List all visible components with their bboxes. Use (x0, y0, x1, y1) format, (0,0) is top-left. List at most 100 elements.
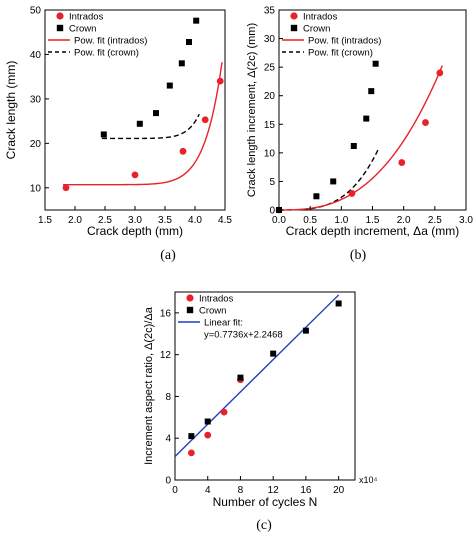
data-point-intrados (436, 69, 444, 77)
y-tick-label: 10 (30, 183, 42, 194)
y-tick-label: 50 (30, 6, 42, 17)
legend-label-fit: Pow. fit (intrados) (74, 36, 147, 47)
x-tick-label: 4.5 (218, 215, 232, 226)
data-point-crown (237, 374, 244, 381)
data-point-crown (100, 131, 107, 138)
data-point-intrados (216, 77, 224, 85)
x-tick-label: 2.5 (428, 215, 442, 226)
data-point-crown (276, 207, 282, 213)
legend-label-crown: Crown (69, 24, 96, 35)
x-tick-label: 0.0 (272, 215, 286, 226)
x-tick-label: 12 (268, 485, 280, 496)
x-axis-multiplier: x10⁴ (359, 475, 378, 485)
legend-label-crown: Crown (303, 24, 330, 35)
y-tick-label: 8 (165, 392, 171, 403)
data-point-crown (188, 433, 195, 440)
legend-label-intrados: Intrados (69, 12, 104, 23)
data-point-crown (136, 120, 143, 127)
data-point-crown (204, 418, 211, 425)
data-point-crown (368, 88, 375, 95)
legend-label-intrados: Intrados (199, 294, 234, 305)
y-tick-label: 15 (264, 120, 276, 131)
data-point-intrados (179, 147, 187, 155)
x-tick-label: 4.0 (188, 215, 202, 226)
fit-curve-crown (279, 148, 380, 211)
y-tick-label: 0 (165, 476, 171, 487)
y-tick-label: 5 (269, 177, 275, 188)
panel-label: (a) (160, 248, 176, 263)
x-axis-label: Number of cycles N (213, 495, 318, 509)
y-tick-label: 16 (160, 308, 172, 319)
legend-label-intrados: Intrados (303, 12, 338, 23)
x-axis-label: Crack depth (mm) (87, 224, 183, 238)
x-tick-label: 1.5 (366, 215, 380, 226)
panel-label: (c) (256, 518, 272, 533)
legend-marker-intrados (186, 294, 194, 302)
chart-panel-2: 0.0 0.5 1.0 1.5 2.0 2.5 3.0 0 5 10 15 20 25 30 35 Crack… (246, 6, 473, 264)
x-tick-label: 16 (300, 485, 312, 496)
legend-marker-crown (290, 24, 298, 32)
data-point-intrados (62, 184, 70, 192)
y-tick-label: 4 (165, 434, 171, 445)
data-point-intrados (204, 431, 212, 439)
y-tick-label: 40 (30, 50, 42, 61)
y-axis-label: Increment aspect ratio, Δ(2c)/Δa (143, 306, 155, 465)
y-tick-label: 25 (264, 63, 276, 74)
y-tick-label: 12 (160, 350, 172, 361)
legend-marker-intrados (290, 12, 298, 20)
y-tick-label: 10 (264, 148, 276, 159)
fit-curve-crown (102, 113, 200, 140)
data-point-intrados (131, 171, 139, 179)
legend-label-fit: Pow. fit (crown) (74, 48, 139, 59)
data-point-crown (193, 17, 200, 24)
x-tick-label: 2.0 (68, 215, 82, 226)
legend-label-fit: Pow. fit (intrados) (308, 36, 381, 47)
x-tick-label: 3.5 (158, 215, 172, 226)
data-point-crown (166, 82, 173, 89)
panel-label: (b) (350, 248, 367, 263)
x-tick-label: 2.0 (397, 215, 411, 226)
chart-panel-1: 1.5 2.0 2.5 3.0 3.5 4.0 4.5 10 20 30 40 50 Crack dep… (4, 6, 232, 264)
data-point-intrados (201, 116, 209, 124)
legend-label-linear-fit: Linear fit: (204, 318, 243, 329)
data-point-intrados (398, 159, 406, 166)
data-point-crown (372, 60, 379, 67)
legend-label-crown: Crown (199, 306, 226, 317)
data-point-crown (335, 300, 342, 307)
data-point-crown (350, 143, 357, 149)
x-tick-label: 8 (238, 485, 244, 496)
data-point-crown (153, 110, 159, 117)
x-tick-label: 3.0 (128, 215, 142, 226)
linear-fit-line (174, 294, 340, 458)
legend-marker-crown (56, 24, 64, 32)
data-point-intrados (422, 119, 429, 126)
y-tick-label: 20 (30, 139, 42, 150)
plot-frame (174, 291, 356, 481)
x-tick-label: 20 (333, 485, 345, 496)
x-tick-label: 0 (172, 485, 178, 496)
fit-curve-intrados (63, 62, 223, 186)
y-tick-label: 35 (264, 6, 276, 17)
x-tick-label: 2.5 (98, 215, 112, 226)
x-tick-label: 1.5 (38, 215, 52, 226)
x-tick-label: 1.0 (334, 215, 348, 226)
legend-label-fit: Pow. fit (crown) (308, 48, 373, 59)
y-tick-label: 30 (264, 34, 276, 45)
y-axis-label: Crack length (mm) (4, 61, 18, 160)
x-tick-label: 3.0 (459, 215, 473, 226)
y-axis-label: Crack length increment, Δ(2c) (mm) (246, 23, 258, 197)
data-point-intrados (220, 408, 228, 416)
data-point-crown (313, 193, 320, 200)
data-point-crown (363, 115, 370, 122)
x-axis-label: Crack depth increment, Δa (mm) (286, 224, 459, 238)
fit-curve-intrados (279, 65, 443, 211)
data-point-crown (178, 60, 185, 67)
data-point-intrados (348, 190, 356, 197)
y-tick-label: 0 (269, 206, 275, 217)
data-point-crown (302, 327, 309, 334)
legend-marker-crown (186, 306, 194, 314)
data-point-crown (186, 39, 192, 45)
legend-marker-intrados (56, 12, 64, 20)
